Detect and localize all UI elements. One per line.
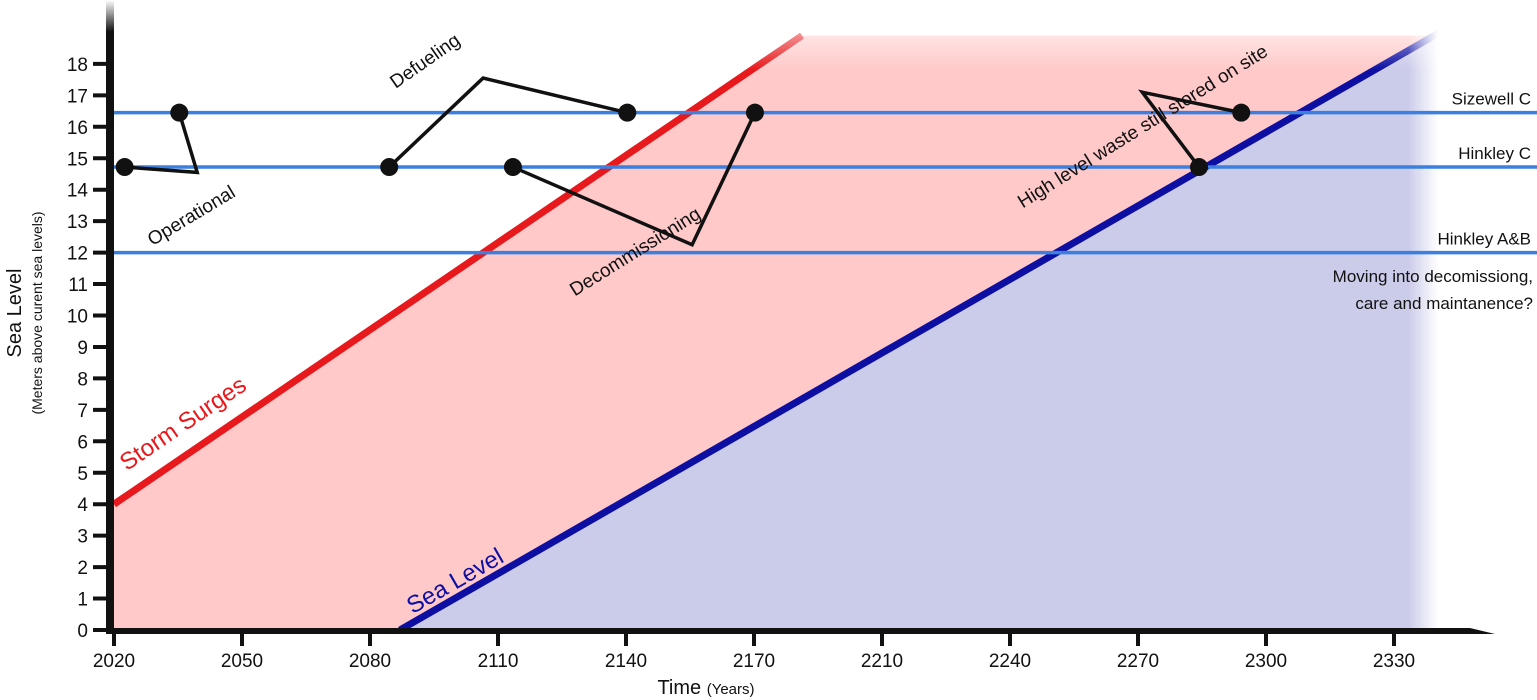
x-tick-label: 2110	[478, 651, 519, 672]
x-tick-label: 2240	[989, 651, 1031, 672]
y-tick-label: 0	[77, 621, 88, 642]
x-tick-label: 2140	[605, 651, 647, 672]
phase-label: Operational	[144, 182, 239, 251]
y-axis-title: Sea Level	[4, 269, 26, 358]
phase-point	[115, 158, 134, 177]
x-tick-label: 2330	[1373, 651, 1415, 672]
phase-point	[170, 103, 189, 122]
phase-bracket	[387, 76, 628, 169]
x-tick-label: 2270	[1117, 651, 1159, 672]
y-tick-label: 1	[77, 590, 88, 611]
phase-group: Operational	[115, 103, 239, 251]
x-axis-title-unit: (Years)	[707, 681, 755, 698]
x-tick-label: 2170	[733, 651, 775, 672]
reference-line-label: Hinkley A&B	[1437, 230, 1531, 249]
reference-lines-layer: Sizewell C Hinkley C Hinkley A&B	[114, 90, 1537, 255]
y-axis-subtitle: (Meters above curent sea levels)	[29, 211, 45, 414]
phase-point	[503, 158, 522, 177]
phase-point	[745, 103, 764, 122]
y-tick-label: 3	[77, 527, 88, 548]
y-tick-label: 16	[67, 118, 88, 139]
note-line-2: care and maintanence?	[1355, 294, 1533, 313]
y-tick-label: 11	[68, 275, 88, 296]
y-tick-label: 14	[67, 181, 89, 202]
y-tick-label: 7	[77, 401, 88, 422]
labels-layer: Time (Years) Sea Level (Meters above cur…	[4, 211, 1533, 699]
y-tick-label: 2	[77, 558, 88, 579]
phase-bracket	[1138, 89, 1242, 169]
x-axis-line	[114, 628, 1495, 634]
x-tick-label: 2300	[1245, 651, 1287, 672]
y-tick-label: 6	[77, 432, 88, 453]
x-axis-title: Time (Years)	[657, 677, 754, 699]
y-tick-label: 13	[67, 212, 88, 233]
sea-level-line	[398, 26, 1447, 634]
phase-point	[1190, 158, 1209, 177]
phase-point	[618, 103, 637, 122]
x-tick-label: 2050	[221, 651, 263, 672]
phase-point	[380, 158, 399, 177]
y-tick-label: 9	[77, 338, 88, 359]
y-tick-label: 5	[77, 464, 88, 485]
reference-line-label: Sizewell C	[1452, 90, 1531, 109]
phase-bracket	[512, 111, 757, 248]
y-tick-label: 12	[67, 244, 88, 265]
phase-point	[1232, 103, 1251, 122]
y-tick-label: 18	[67, 55, 88, 76]
x-tick-label: 2020	[93, 651, 135, 672]
y-tick-label: 17	[67, 86, 88, 107]
note-line-1: Moving into decomissiong,	[1333, 267, 1533, 286]
fade-overlay	[110, 0, 1537, 630]
reference-line-label: Hinkley C	[1458, 144, 1531, 163]
x-axis-title-main: Time	[657, 677, 701, 699]
y-tick-label: 4	[77, 495, 88, 516]
y-tick-label: 15	[67, 149, 88, 170]
x-tick-label: 2080	[349, 651, 391, 672]
y-tick-label: 8	[77, 369, 88, 390]
phase-bracket	[124, 112, 200, 175]
x-tick-label: 2210	[861, 651, 903, 672]
y-tick-label: 10	[67, 307, 88, 328]
